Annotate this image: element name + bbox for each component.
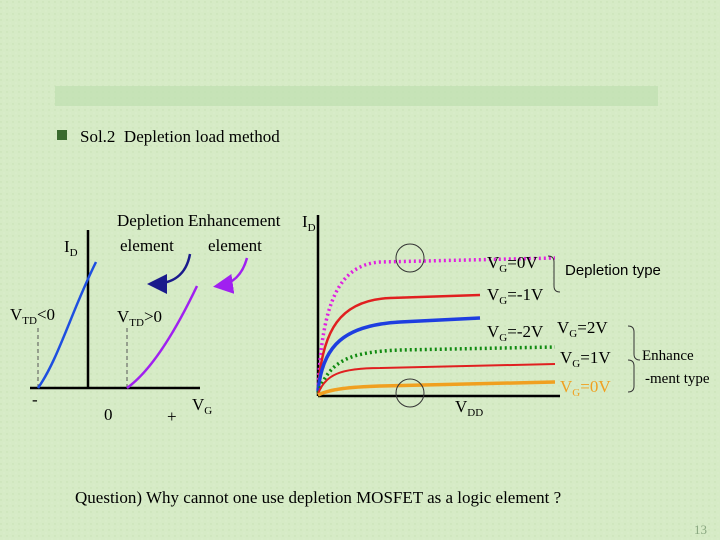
bullet <box>57 130 67 140</box>
curve-label: VG=1V <box>560 348 611 370</box>
label-base: V <box>487 253 500 272</box>
y-axis-label: ID <box>302 212 316 234</box>
label-base: V <box>10 305 23 324</box>
label-base: V <box>192 395 205 414</box>
type-label: -ment type <box>645 371 710 387</box>
label-tail: <0 <box>37 305 55 324</box>
curve <box>316 316 481 393</box>
brace <box>627 359 635 393</box>
label-base: I <box>302 212 308 231</box>
type-label: Enhance <box>642 348 694 364</box>
label-sub: DD <box>467 407 483 419</box>
label-tail: >0 <box>144 307 162 326</box>
label-base: V <box>487 285 500 304</box>
depletion-label: Depletion <box>117 211 185 230</box>
curve <box>316 345 556 394</box>
curve-label: VG=0V <box>560 377 611 399</box>
label-sub: G <box>572 358 580 370</box>
label-sub: G <box>499 332 507 344</box>
label-base: V <box>117 307 130 326</box>
brace <box>547 255 561 293</box>
vtd-positive: VTD>0 <box>117 307 162 329</box>
x-axis-label: VDD <box>455 397 483 419</box>
label-sub: TD <box>22 315 37 327</box>
title-band <box>55 86 658 106</box>
x-tick-label: - <box>32 390 38 409</box>
enhancement-label: element <box>208 236 262 255</box>
enhancement-curve <box>126 285 199 390</box>
label-sub: G <box>499 263 507 275</box>
type-label: Depletion type <box>565 262 661 279</box>
label-sub: G <box>569 328 577 340</box>
label-sub: TD <box>129 317 144 329</box>
enhancement-label: Enhancement <box>188 211 281 230</box>
label-base: V <box>557 318 570 337</box>
curve-label: VG=0V <box>487 253 538 275</box>
y-axis-label: ID <box>64 237 78 259</box>
depletion-label: element <box>120 236 174 255</box>
arrow <box>213 257 249 294</box>
label-sub: D <box>308 222 316 234</box>
circle-marker <box>395 378 425 408</box>
label-base: V <box>455 397 468 416</box>
page-number: 13 <box>694 522 707 537</box>
question: Question) Why cannot one use depletion M… <box>75 488 561 507</box>
label-base: I <box>64 237 70 256</box>
label-tail: =0V <box>580 377 611 396</box>
circle-marker <box>395 243 425 273</box>
label-sub: G <box>499 295 507 307</box>
curve-label: VG=2V <box>557 318 608 340</box>
label-tail: =-2V <box>507 322 544 341</box>
x-tick-label: 0 <box>104 405 113 424</box>
vtd-negative: VTD<0 <box>10 305 55 327</box>
label-base: V <box>560 348 573 367</box>
label-base: V <box>487 322 500 341</box>
slide-title: Sol.2 Depletion load method <box>80 127 280 146</box>
curve <box>316 293 481 391</box>
label-tail: =0V <box>507 253 538 272</box>
arrow <box>147 253 192 294</box>
label-sub: G <box>204 405 212 417</box>
label-sub: G <box>572 387 580 399</box>
label-base: V <box>560 377 573 396</box>
depletion-curve <box>36 261 98 389</box>
label-tail: =-1V <box>507 285 544 304</box>
brace <box>627 325 641 361</box>
label-tail: =2V <box>577 318 608 337</box>
curve <box>317 363 556 395</box>
curve <box>317 380 556 397</box>
left-graph: ID Depletion element Enhancement element… <box>10 211 281 426</box>
label-tail: =1V <box>580 348 611 367</box>
right-graph: ID VDD VG=0V Depletion type VG=-1V VG=-2… <box>302 212 710 419</box>
curve-label: VG=-1V <box>487 285 544 307</box>
x-tick-label: + <box>167 407 177 426</box>
curve-label: VG=-2V <box>487 322 544 344</box>
label-sub: D <box>70 247 78 259</box>
x-axis-label: VG <box>192 395 212 417</box>
